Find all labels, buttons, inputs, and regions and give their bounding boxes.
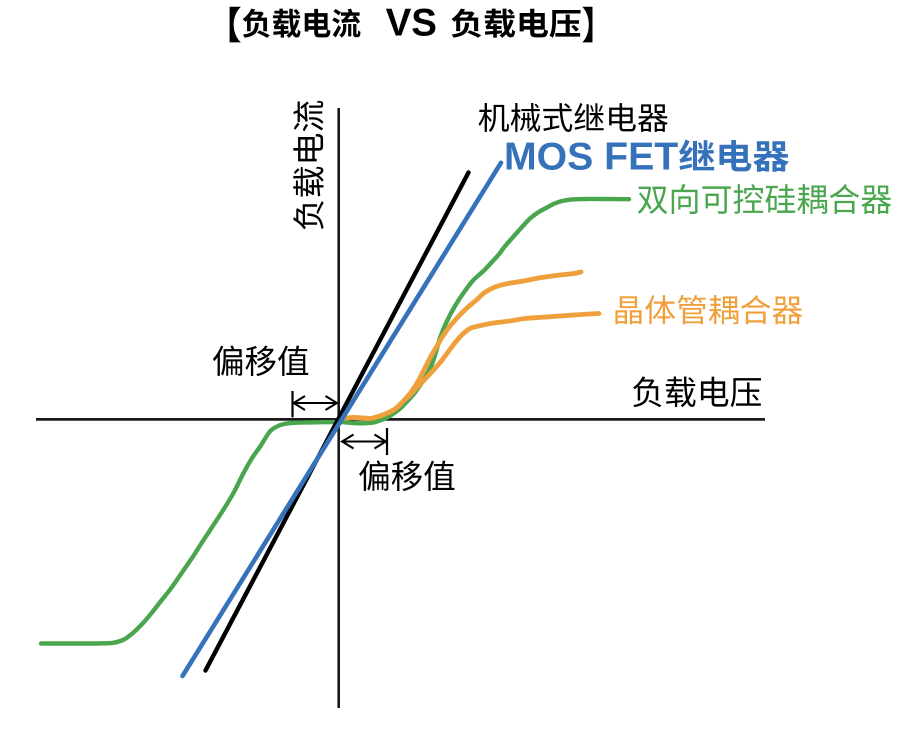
- svg-text:VS: VS: [386, 1, 437, 44]
- svg-text:MOS FET: MOS FET: [504, 135, 678, 178]
